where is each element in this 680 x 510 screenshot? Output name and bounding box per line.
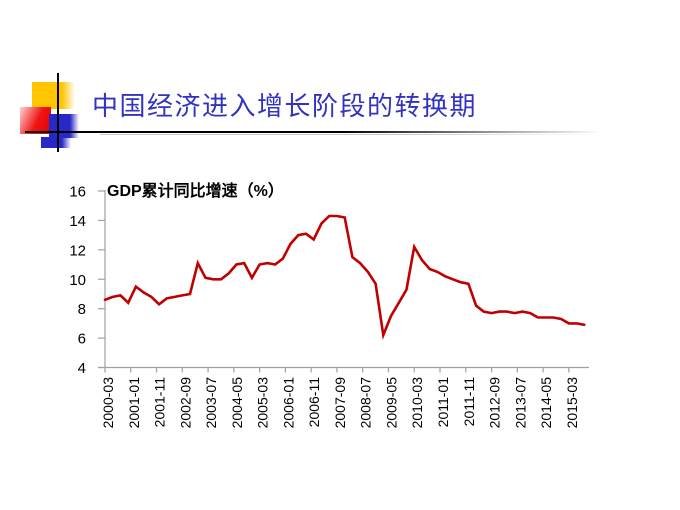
x-tick-label: 2003-07: [203, 377, 219, 429]
x-tick-label: 2001-01: [126, 377, 142, 429]
title-underline: [25, 131, 602, 133]
y-tick-label: 6: [78, 331, 86, 348]
x-tick-label: 2002-09: [177, 377, 193, 429]
decor-blue-square: [49, 114, 79, 138]
y-tick-label: 16: [69, 184, 86, 201]
decor-red-square: [20, 107, 51, 134]
x-tick-label: 2001-11: [152, 377, 168, 428]
y-tick-label: 14: [69, 213, 86, 230]
x-tick-label: 2011-01: [435, 377, 451, 428]
y-tick-label: 8: [78, 301, 86, 318]
decor-blue-square-lower: [41, 137, 71, 148]
title-underline-shadow: [100, 134, 604, 135]
x-tick-label: 2008-07: [358, 377, 374, 429]
x-tick-label: 2004-05: [229, 377, 245, 429]
x-tick-label: 2013-07: [512, 377, 528, 429]
x-tick-label: 2014-05: [538, 377, 554, 429]
x-tick-label: 2006-11: [306, 377, 322, 428]
slide-title: 中国经济进入增长阶段的转换期: [92, 92, 478, 121]
x-tick-label: 2006-01: [280, 377, 296, 429]
x-tick-label: 2005-03: [255, 377, 271, 429]
y-tick-label: 12: [69, 242, 86, 259]
y-tick-label: 10: [69, 272, 86, 289]
x-tick-label: 2000-03: [100, 377, 116, 429]
x-tick-label: 2015-03: [564, 377, 580, 429]
decor-yellow-square: [32, 82, 75, 109]
decor-vertical-line: [57, 73, 59, 152]
x-tick-label: 2012-09: [487, 377, 503, 429]
x-tick-label: 2011-11: [461, 377, 477, 427]
y-tick-label: 4: [78, 360, 86, 377]
chart-title: GDP累计同比增速（%）: [107, 183, 284, 200]
gdp-line-series: [103, 214, 586, 341]
x-tick-label: 2010-03: [409, 377, 425, 429]
x-tick-label: 2007-09: [332, 377, 348, 429]
x-tick-label: 2009-05: [383, 377, 399, 429]
